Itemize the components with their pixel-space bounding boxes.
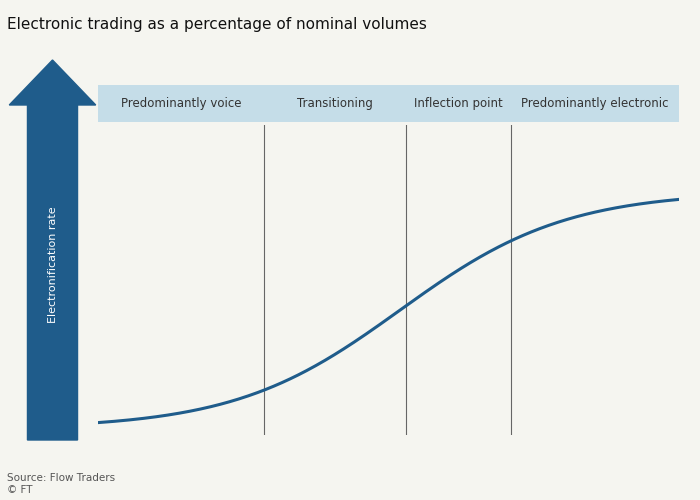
Text: Electronic trading as a percentage of nominal volumes: Electronic trading as a percentage of no… — [7, 18, 427, 32]
FancyBboxPatch shape — [406, 84, 510, 122]
Text: Predominantly electronic: Predominantly electronic — [521, 97, 668, 110]
FancyArrow shape — [9, 60, 96, 440]
FancyBboxPatch shape — [510, 84, 679, 122]
Text: Electronification rate: Electronification rate — [48, 206, 57, 324]
Text: Inflection point: Inflection point — [414, 97, 503, 110]
Text: Predominantly voice: Predominantly voice — [120, 97, 241, 110]
FancyBboxPatch shape — [264, 84, 406, 122]
Text: Transitioning: Transitioning — [297, 97, 372, 110]
Text: Source: Flow Traders
© FT: Source: Flow Traders © FT — [7, 474, 115, 495]
FancyBboxPatch shape — [98, 84, 264, 122]
